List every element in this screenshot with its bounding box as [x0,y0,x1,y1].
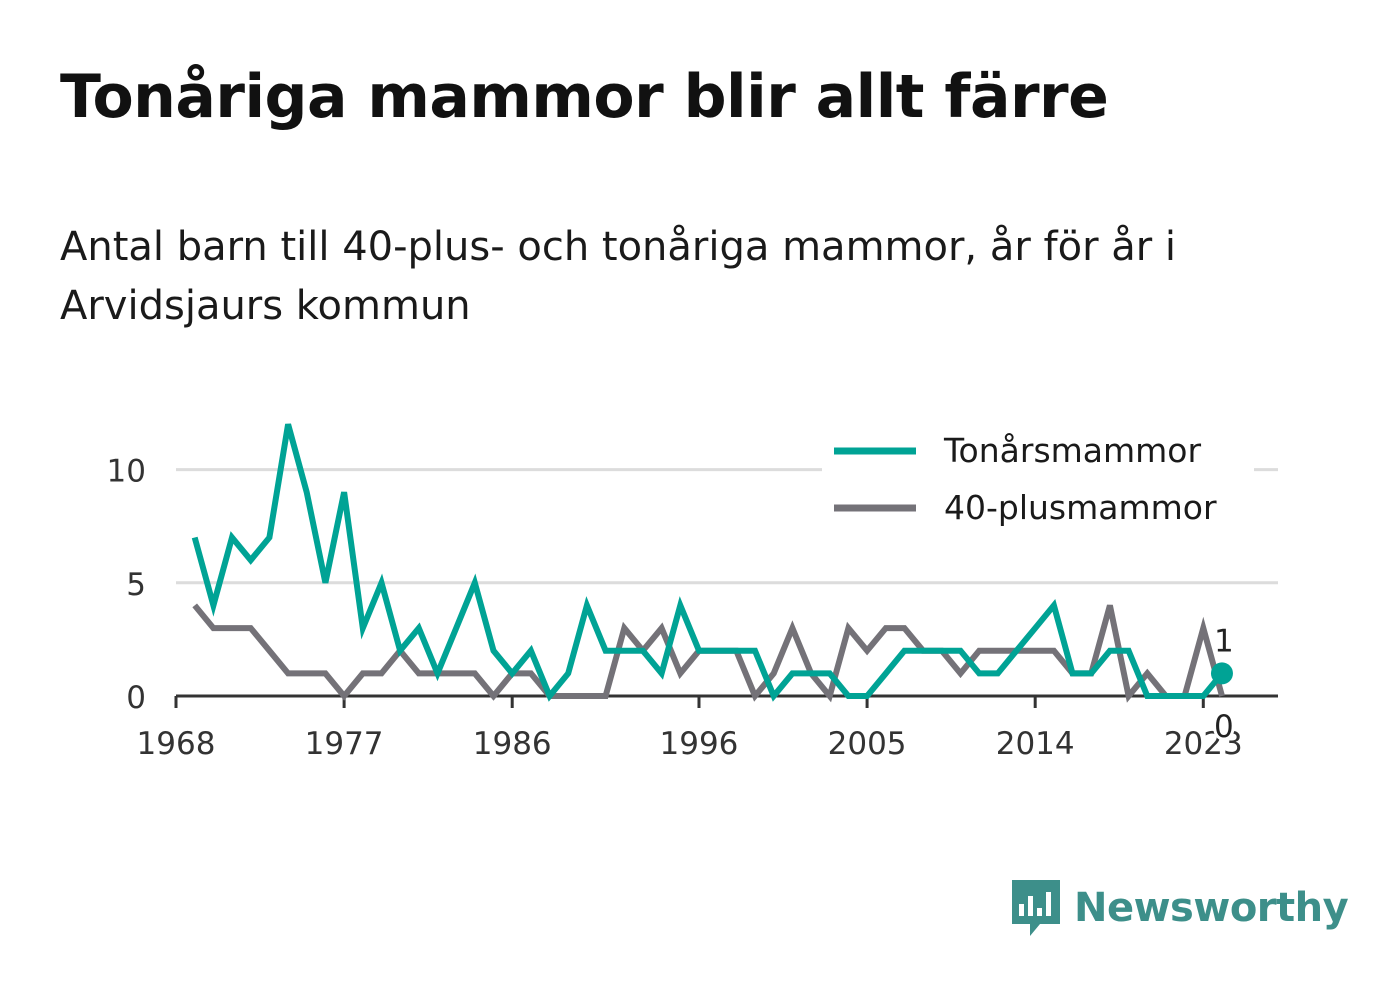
series-line-0 [191,423,1225,702]
page-subtitle: Antal barn till 40-plus- och tonåriga ma… [60,224,1177,329]
y-axis: 0 5 10 [107,454,146,716]
x-tick-label: 1977 [305,726,384,762]
series-lines [191,423,1225,703]
x-tick-label: 1986 [473,726,552,762]
newsworthy-logo-icon [1012,880,1060,936]
x-tick-label: 2014 [996,726,1075,762]
brand-name: Newsworthy [1074,885,1349,931]
x-axis: 1968 1977 1986 1996 2005 2014 2023 [137,694,1278,762]
y-tick-label: 0 [126,680,146,716]
x-tick-label: 1996 [660,726,739,762]
end-label-teen: 1 [1214,623,1234,659]
page-title: Tonåriga mammor blir allt färre [60,62,1109,132]
y-tick-label: 5 [126,567,146,603]
legend-label-1: 40-plusmammor [944,488,1217,527]
x-tick-label: 1968 [137,726,216,762]
end-labels: 10 [1210,623,1237,748]
x-tick-label: 2023 [1164,726,1243,762]
end-label-40plus: 0 [1214,709,1234,745]
y-tick-label: 10 [107,454,146,490]
x-tick-label: 2005 [828,726,907,762]
legend-label-0: Tonårsmammor [943,431,1201,470]
brand-logo: Newsworthy [1010,878,1349,938]
end-point-marker [1210,662,1233,685]
legend-background [822,420,1254,544]
legend: Tonårsmammor 40-plusmammor [822,420,1254,544]
